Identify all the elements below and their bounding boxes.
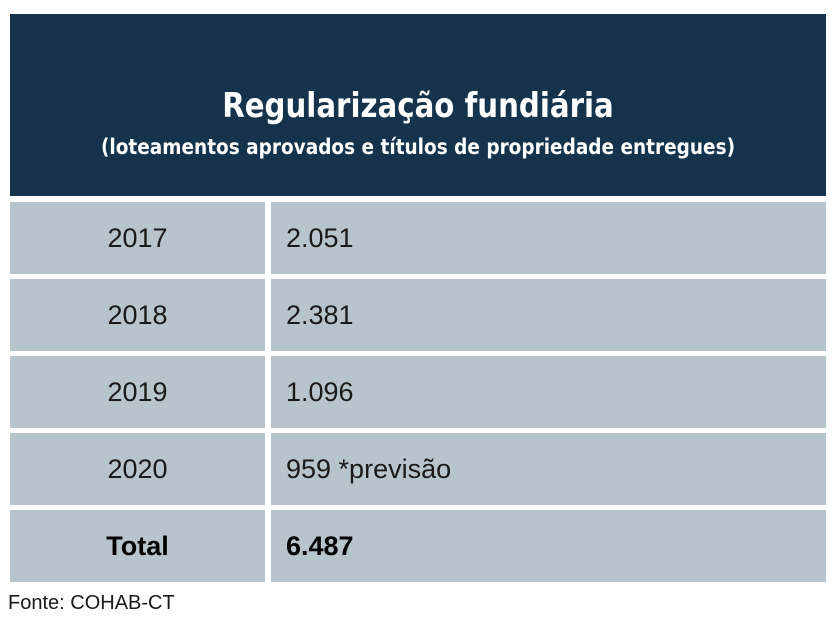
table-header: Regularização fundiária (loteamentos apr…	[10, 14, 826, 196]
total-row: Total 6.487	[10, 510, 826, 582]
total-value: 6.487	[271, 510, 826, 582]
year-cell: 2018	[10, 279, 265, 351]
chart-title: Regularização fundiária	[222, 86, 614, 126]
source-note: Fonte: COHAB-CT	[8, 592, 175, 614]
data-table: 2017 2.051 2018 2.381 2019 1.096 2020 95…	[10, 202, 826, 587]
total-label: Total	[10, 510, 265, 582]
value-cell: 2.051	[271, 202, 826, 274]
year-cell: 2017	[10, 202, 265, 274]
value-cell: 1.096	[271, 356, 826, 428]
table-row: 2019 1.096	[10, 356, 826, 428]
table-row: 2017 2.051	[10, 202, 826, 274]
value-cell: 2.381	[271, 279, 826, 351]
year-cell: 2020	[10, 433, 265, 505]
value-cell: 959 *previsão	[271, 433, 826, 505]
chart-subtitle: (loteamentos aprovados e títulos de prop…	[100, 135, 736, 159]
table-row: 2018 2.381	[10, 279, 826, 351]
table-row: 2020 959 *previsão	[10, 433, 826, 505]
year-cell: 2019	[10, 356, 265, 428]
